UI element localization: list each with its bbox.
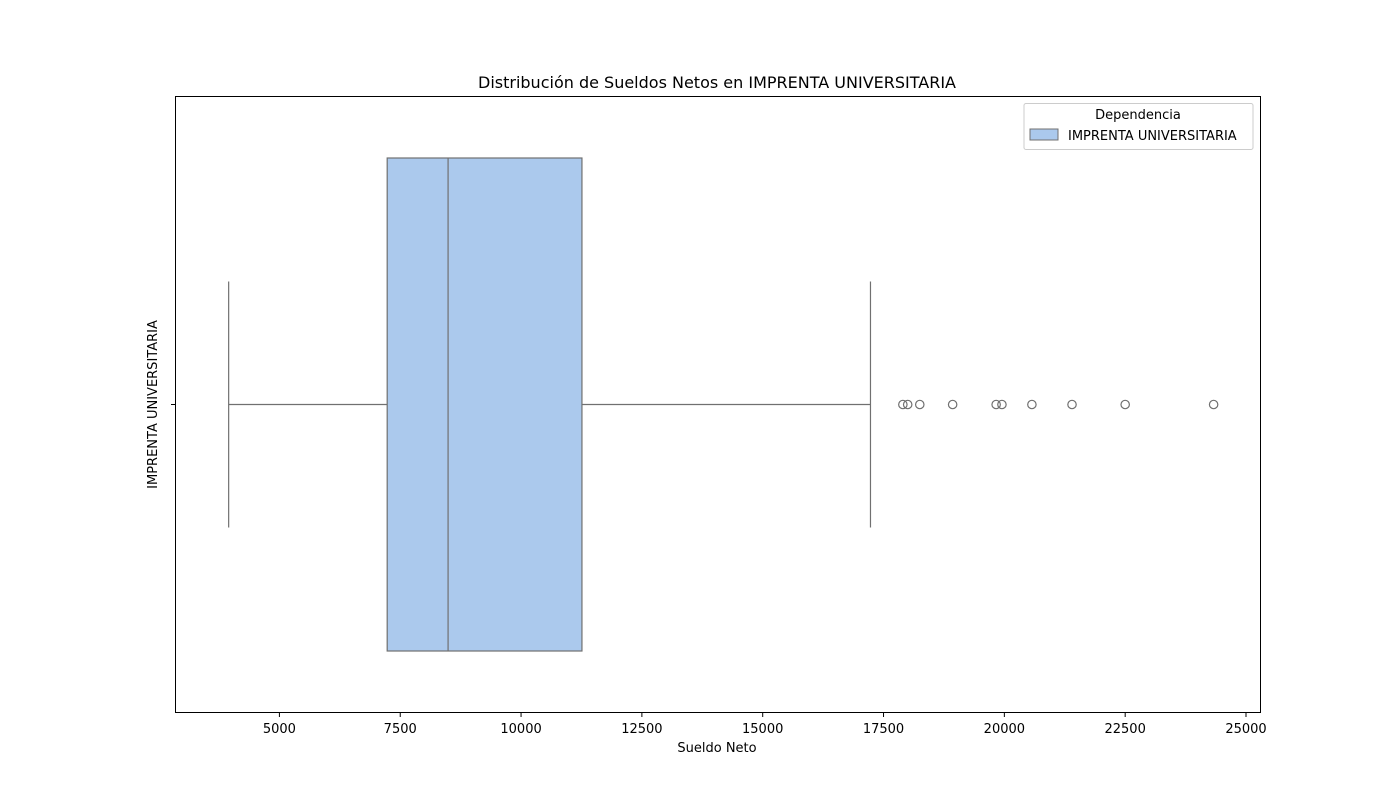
outlier-point	[898, 399, 908, 410]
outlier-point	[1208, 399, 1219, 410]
legend-title: Dependencia	[1095, 108, 1181, 123]
x-tick-label: 12500	[621, 722, 662, 737]
chart-title: Distribución de Sueldos Netos en IMPRENT…	[478, 73, 956, 92]
outlier-point	[1067, 399, 1077, 410]
x-tick-label: 22500	[1104, 722, 1145, 737]
outlier-point	[997, 399, 1007, 410]
x-tick-label: 15000	[742, 722, 783, 737]
x-tick-label: 17500	[863, 722, 904, 737]
x-axis-ticks: 5000 7500 10000 12500 15000 17500 20000 22500 25…	[263, 712, 1267, 737]
legend-swatch	[1029, 128, 1059, 141]
outlier-point	[902, 399, 913, 410]
x-axis-label: Sueldo Neto	[677, 741, 756, 756]
legend-frame	[1023, 103, 1254, 150]
legend-entry-label: IMPRENTA UNIVERSITARIA	[1068, 129, 1237, 144]
outlier-point	[914, 399, 925, 410]
x-tick-label: 7500	[384, 722, 417, 737]
box-iqr	[386, 157, 583, 652]
outlier-point	[1027, 399, 1037, 410]
x-tick-label: 10000	[500, 722, 541, 737]
plot-area	[228, 157, 1219, 652]
x-tick-label: 5000	[263, 722, 296, 737]
x-tick-label: 25000	[1225, 722, 1266, 737]
outlier-point	[991, 399, 1001, 410]
legend: Dependencia IMPRENTA UNIVERSITARIA	[1023, 103, 1254, 150]
outlier-point	[1120, 399, 1130, 410]
y-axis-label: IMPRENTA UNIVERSITARIA	[146, 320, 161, 489]
outlier-point	[947, 399, 958, 410]
x-tick-label: 20000	[984, 722, 1025, 737]
